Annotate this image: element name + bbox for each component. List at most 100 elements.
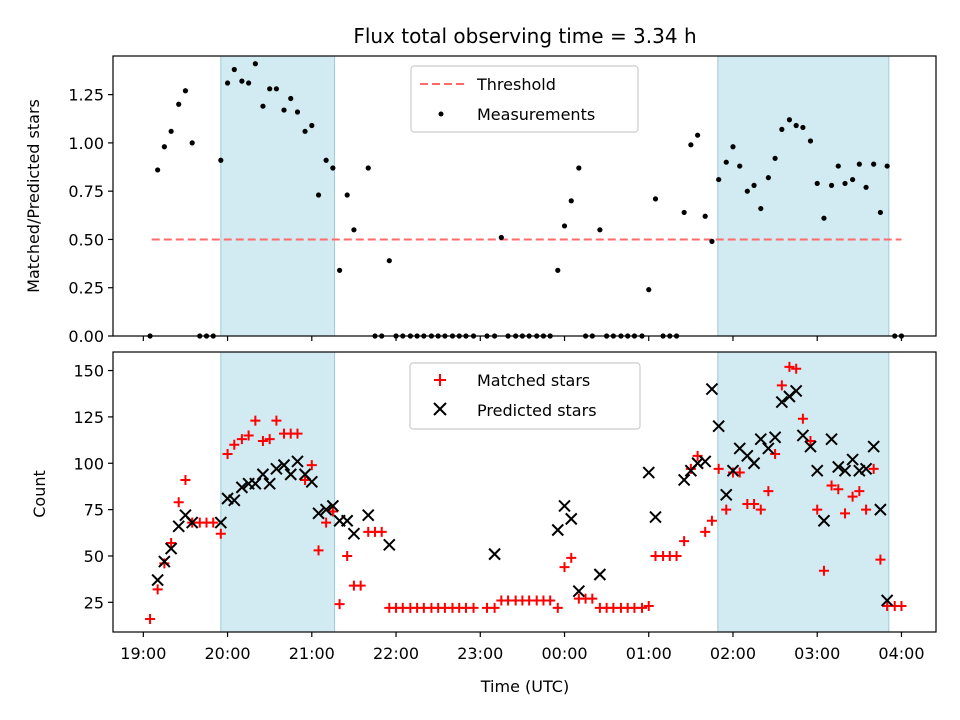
top-y-tick-label-3: 0.75 <box>68 182 104 201</box>
top-measurements-point-5 <box>182 88 189 94</box>
top-highlight-span-1 <box>717 55 890 337</box>
bottom-predicted-stars-point-22 <box>326 499 340 513</box>
top-measurements-point-33 <box>386 258 392 264</box>
top-measurements-point-21 <box>294 109 301 115</box>
bottom-predicted-stars-point-36 <box>677 473 691 487</box>
top-measurements-point-96 <box>835 163 841 169</box>
bottom-legend-box <box>409 362 641 430</box>
bottom-matched-stars-point-48 <box>489 602 500 613</box>
top-measurements-point-28 <box>344 192 350 198</box>
bottom-predicted-stars-point-5 <box>185 516 199 529</box>
bottom-matched-stars-point-99 <box>847 491 858 502</box>
bottom-plot-frame <box>112 351 937 633</box>
bottom-predicted-stars-point-65 <box>880 594 894 607</box>
bottom-matched-stars-point-23 <box>306 460 317 471</box>
bottom-x-tick-label-3: 22:00 <box>373 644 419 663</box>
bottom-predicted-stars-point-57 <box>825 432 838 446</box>
bottom-matched-stars-point-17 <box>264 434 275 445</box>
top-legend: Threshold Measurements <box>410 65 639 133</box>
bottom-matched-stars-point-76 <box>685 463 696 474</box>
top-y-tick-label-1: 0.25 <box>68 279 104 298</box>
top-y-tick-label-0: 0.00 <box>68 327 104 346</box>
bottom-matched-stars-point-86 <box>755 504 766 515</box>
top-measurements-point-62 <box>597 227 603 233</box>
bottom-matched-stars-point-75 <box>679 536 690 547</box>
bottom-predicted-stars-point-62 <box>859 462 873 476</box>
bottom-predicted-stars-point-9 <box>235 481 249 494</box>
bottom-predicted-stars-point-17 <box>291 455 304 468</box>
top-measurements-point-59 <box>576 165 582 171</box>
bottom-matched-stars-point-24 <box>313 545 324 556</box>
bottom-predicted-stars-point-53 <box>796 429 810 442</box>
top-measurements-point-98 <box>850 176 856 183</box>
top-measurements-point-91 <box>800 124 806 131</box>
top-measurements-point-1 <box>155 167 161 173</box>
bottom-matched-stars-point-89 <box>776 380 787 391</box>
bottom-matched-stars-point-1 <box>152 584 163 595</box>
bottom-matched-stars-point-26 <box>327 506 338 517</box>
bottom-matched-stars-point-98 <box>840 508 851 519</box>
bottom-predicted-stars-point-35 <box>649 510 662 524</box>
top-measurements-point-18 <box>273 86 280 92</box>
bottom-predicted-stars-point-25 <box>347 527 361 540</box>
top-measurements-point-76 <box>695 132 701 138</box>
top-measurements-point-24 <box>315 192 322 198</box>
bottom-matched-stars-point-69 <box>637 602 648 613</box>
bottom-predicted-stars-point-60 <box>846 453 859 466</box>
top-measurements-point-103 <box>884 163 890 169</box>
bottom-y-tick-label-2: 75 <box>84 501 104 520</box>
bottom-matched-stars-point-102 <box>868 463 879 474</box>
bottom-x-tick-label-0: 19:00 <box>120 644 166 663</box>
top-measurements-point-92 <box>807 138 814 144</box>
top-chart-title: Flux total observing time = 3.34 h <box>353 24 696 48</box>
bottom-predicted-stars-point-63 <box>867 440 880 453</box>
bottom-matched-stars-point-58 <box>559 562 570 573</box>
top-measurements-point-23 <box>309 122 315 129</box>
bottom-matched-stars-point-18 <box>271 415 282 426</box>
top-measurements-point-12 <box>231 66 237 73</box>
bottom-predicted-stars-point-0 <box>151 573 164 587</box>
top-y-tick-label-5: 1.25 <box>68 86 104 105</box>
top-measurements-point-26 <box>330 165 336 171</box>
top-measurements-point-79 <box>716 176 722 183</box>
bottom-matched-stars-point-88 <box>770 448 781 459</box>
top-measurements-point-16 <box>260 103 266 109</box>
bottom-predicted-stars-point-13 <box>263 477 276 490</box>
bottom-matched-stars-point-27 <box>334 599 345 610</box>
bottom-predicted-stars-point-42 <box>720 488 733 501</box>
top-measurements-point-30 <box>365 165 371 171</box>
top-measurements-point-3 <box>168 128 174 134</box>
top-measurements-point-77 <box>702 213 708 219</box>
bottom-y-tick-label-4: 125 <box>73 408 104 427</box>
predicted-legend-swatch <box>433 402 447 416</box>
top-measurements-point-101 <box>871 161 877 167</box>
bottom-predicted-stars-point-54 <box>804 440 817 453</box>
bottom-matched-stars-point-62 <box>587 593 598 604</box>
bottom-predicted-stars-point-43 <box>726 464 740 477</box>
bottom-matched-stars-point-97 <box>833 484 844 495</box>
bottom-matched-stars-point-106 <box>896 601 907 612</box>
bottom-y-tick-label-3: 100 <box>73 454 104 473</box>
bottom-predicted-stars-point-46 <box>747 457 761 470</box>
matched-legend-swatch <box>434 374 446 386</box>
top-measurements-point-100 <box>863 184 869 190</box>
bottom-legend: Matched stars Predicted stars <box>409 362 641 430</box>
top-plot-frame <box>112 55 937 337</box>
bottom-predicted-stars-point-49 <box>768 431 782 444</box>
bottom-predicted-stars-point-31 <box>565 512 578 526</box>
top-measurements-point-74 <box>681 209 687 216</box>
matched-legend-label: Matched stars <box>477 371 590 390</box>
top-measurements-point-14 <box>246 80 252 86</box>
bottom-predicted-stars-point-8 <box>228 494 241 507</box>
bottom-x-tick-label-6: 01:00 <box>626 644 672 663</box>
top-measurements-point-102 <box>877 209 884 216</box>
bottom-matched-stars-point-57 <box>552 602 563 613</box>
bottom-matched-stars-point-15 <box>250 415 261 426</box>
top-measurements-point-88 <box>779 126 785 132</box>
top-plot: 0.00 0.25 0.50 0.75 1.00 1.25 <box>68 55 937 346</box>
bottom-predicted-stars-point-29 <box>551 523 564 537</box>
bottom-matched-stars-point-28 <box>342 550 353 561</box>
bottom-x-tick-label-8: 03:00 <box>794 644 840 663</box>
bottom-matched-stars-point-22 <box>300 474 311 485</box>
